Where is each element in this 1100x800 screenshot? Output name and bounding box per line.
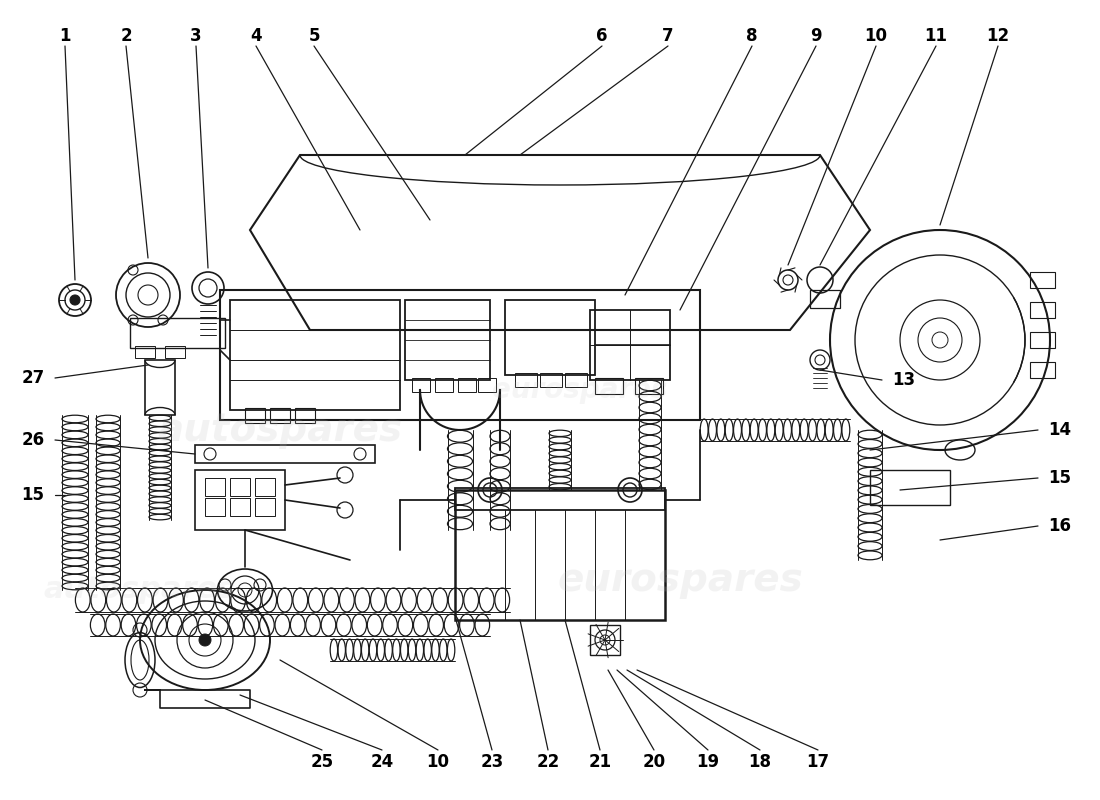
Bar <box>230 478 250 496</box>
Bar <box>295 408 315 423</box>
Text: 3: 3 <box>190 27 201 45</box>
Bar <box>205 498 225 516</box>
Bar <box>635 378 663 394</box>
Text: eurospares: eurospares <box>493 376 668 404</box>
Bar <box>270 408 290 423</box>
Bar <box>540 373 562 387</box>
Circle shape <box>70 295 80 305</box>
Bar <box>590 310 670 380</box>
Bar <box>135 346 155 358</box>
Bar <box>565 373 587 387</box>
Bar <box>478 378 496 392</box>
Text: 22: 22 <box>537 753 560 771</box>
Text: 2: 2 <box>120 27 132 45</box>
Text: 9: 9 <box>811 27 822 45</box>
Text: 18: 18 <box>748 753 771 771</box>
Bar <box>810 290 840 308</box>
Bar <box>405 300 490 380</box>
Bar <box>255 478 275 496</box>
Text: 16: 16 <box>1048 517 1071 535</box>
Circle shape <box>199 634 211 646</box>
Bar <box>870 470 950 505</box>
Bar <box>434 378 453 392</box>
Text: 19: 19 <box>696 753 719 771</box>
Bar <box>1030 302 1055 318</box>
Text: 7: 7 <box>662 27 674 45</box>
Bar <box>130 318 225 348</box>
Bar <box>412 378 430 392</box>
Text: 11: 11 <box>924 27 947 45</box>
Text: 6: 6 <box>596 27 607 45</box>
Text: 1: 1 <box>59 27 70 45</box>
Bar <box>255 498 275 516</box>
Bar <box>515 373 537 387</box>
Bar <box>595 378 623 394</box>
Text: 12: 12 <box>987 27 1010 45</box>
Bar <box>205 478 225 496</box>
Text: 15: 15 <box>1048 469 1071 487</box>
Text: 13: 13 <box>892 371 915 389</box>
Text: 27: 27 <box>21 369 45 387</box>
Bar <box>455 490 666 620</box>
Text: autospares: autospares <box>44 575 236 605</box>
Bar <box>230 300 400 410</box>
Text: 5: 5 <box>308 27 320 45</box>
Bar <box>230 498 250 516</box>
Bar <box>1030 272 1055 288</box>
Bar <box>195 470 285 530</box>
Text: autospares: autospares <box>157 411 403 449</box>
Text: eurospares: eurospares <box>557 561 803 599</box>
Text: 24: 24 <box>371 753 394 771</box>
Bar <box>590 625 620 655</box>
Text: 10: 10 <box>865 27 888 45</box>
Bar <box>195 445 375 463</box>
Text: 21: 21 <box>588 753 612 771</box>
Bar <box>220 290 700 420</box>
Text: 17: 17 <box>806 753 829 771</box>
Text: 23: 23 <box>481 753 504 771</box>
Bar <box>458 378 476 392</box>
Bar <box>1030 362 1055 378</box>
Text: 4: 4 <box>250 27 262 45</box>
Bar <box>505 300 595 375</box>
Text: 20: 20 <box>642 753 666 771</box>
Text: 26: 26 <box>21 431 45 449</box>
Bar <box>245 408 265 423</box>
Bar <box>145 360 175 415</box>
Text: 10: 10 <box>427 753 450 771</box>
Bar <box>1030 332 1055 348</box>
Bar <box>165 346 185 358</box>
Text: 15: 15 <box>22 486 44 504</box>
Text: 25: 25 <box>310 753 333 771</box>
Text: 14: 14 <box>1048 421 1071 439</box>
Bar <box>455 488 666 510</box>
Text: 8: 8 <box>746 27 758 45</box>
